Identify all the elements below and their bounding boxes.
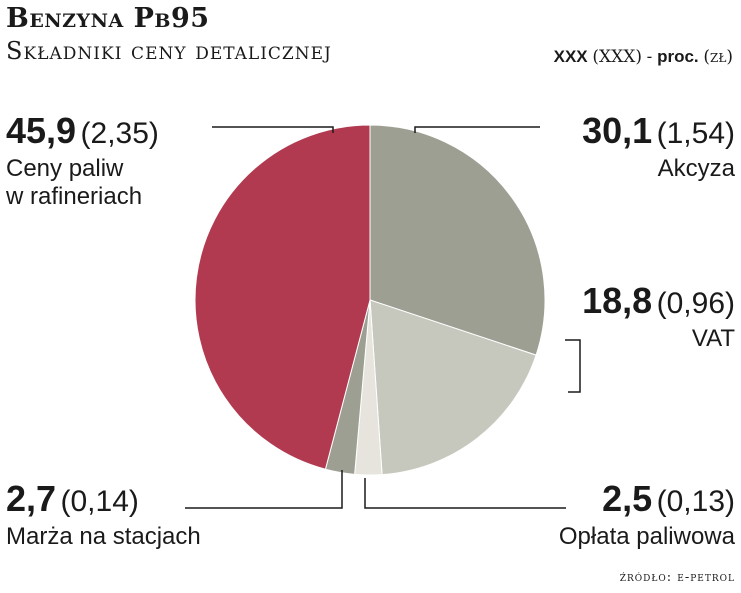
value-akcyza: 30,1 [582, 110, 653, 151]
name-oplata: Opłata paliwowa [558, 523, 735, 550]
value-rafinerie: 45,9 [6, 110, 77, 151]
leader-akcyza [414, 126, 540, 133]
label-akcyza: 30,1 (1,54) Akcyza [582, 113, 735, 183]
leader-rafinerie [212, 126, 334, 133]
zl-marza: (0,14) [60, 485, 139, 518]
name-rafinerie-2: w rafineriach [6, 183, 143, 210]
leader-lines [185, 126, 581, 509]
value-oplata: 2,5 [602, 478, 653, 519]
leader-marza [185, 470, 343, 509]
name-marza: Marża na stacjach [6, 523, 201, 550]
zl-oplata: (0,13) [656, 485, 735, 518]
unit-note-sep: - [641, 47, 658, 66]
label-oplata: 2,5 (0,13) Opłata paliwowa [559, 481, 735, 551]
chart-subtitle: Składniki ceny detalicznej [6, 37, 332, 65]
leader-vat [565, 339, 581, 393]
value-vat: 18,8 [582, 280, 653, 321]
leader-oplata [364, 478, 566, 509]
pie-slice-vat [369, 299, 537, 476]
unit-note-zl: (XXX) [592, 47, 642, 67]
name-rafinerie-1: Ceny paliw [6, 155, 124, 182]
unit-note-proc: proc. [657, 47, 699, 66]
unit-note: XXX (XXX) - proc. (zł) [554, 46, 733, 68]
name-akcyza: Akcyza [657, 155, 735, 182]
unit-note-zl-unit: (zł) [703, 47, 733, 67]
label-marza: 2,7 (0,14) Marża na stacjach [6, 481, 201, 551]
value-marza: 2,7 [6, 478, 57, 519]
label-rafinerie: 45,9 (2,35) Ceny paliw w rafineriach [6, 113, 159, 211]
unit-note-pct: XXX [553, 47, 588, 66]
pie-slice-rafinerie [194, 124, 371, 470]
source-note: źródło: e-petrol [619, 570, 735, 585]
label-vat: 18,8 (0,96) VAT [582, 283, 735, 353]
pie-slice-akcyza [369, 124, 546, 356]
zl-akcyza: (1,54) [656, 117, 735, 150]
pie-slices [194, 124, 546, 476]
zl-vat: (0,96) [656, 287, 735, 320]
zl-rafinerie: (2,35) [80, 117, 159, 150]
name-vat: VAT [691, 325, 735, 352]
chart-title: Benzyna Pb95 [6, 3, 210, 34]
